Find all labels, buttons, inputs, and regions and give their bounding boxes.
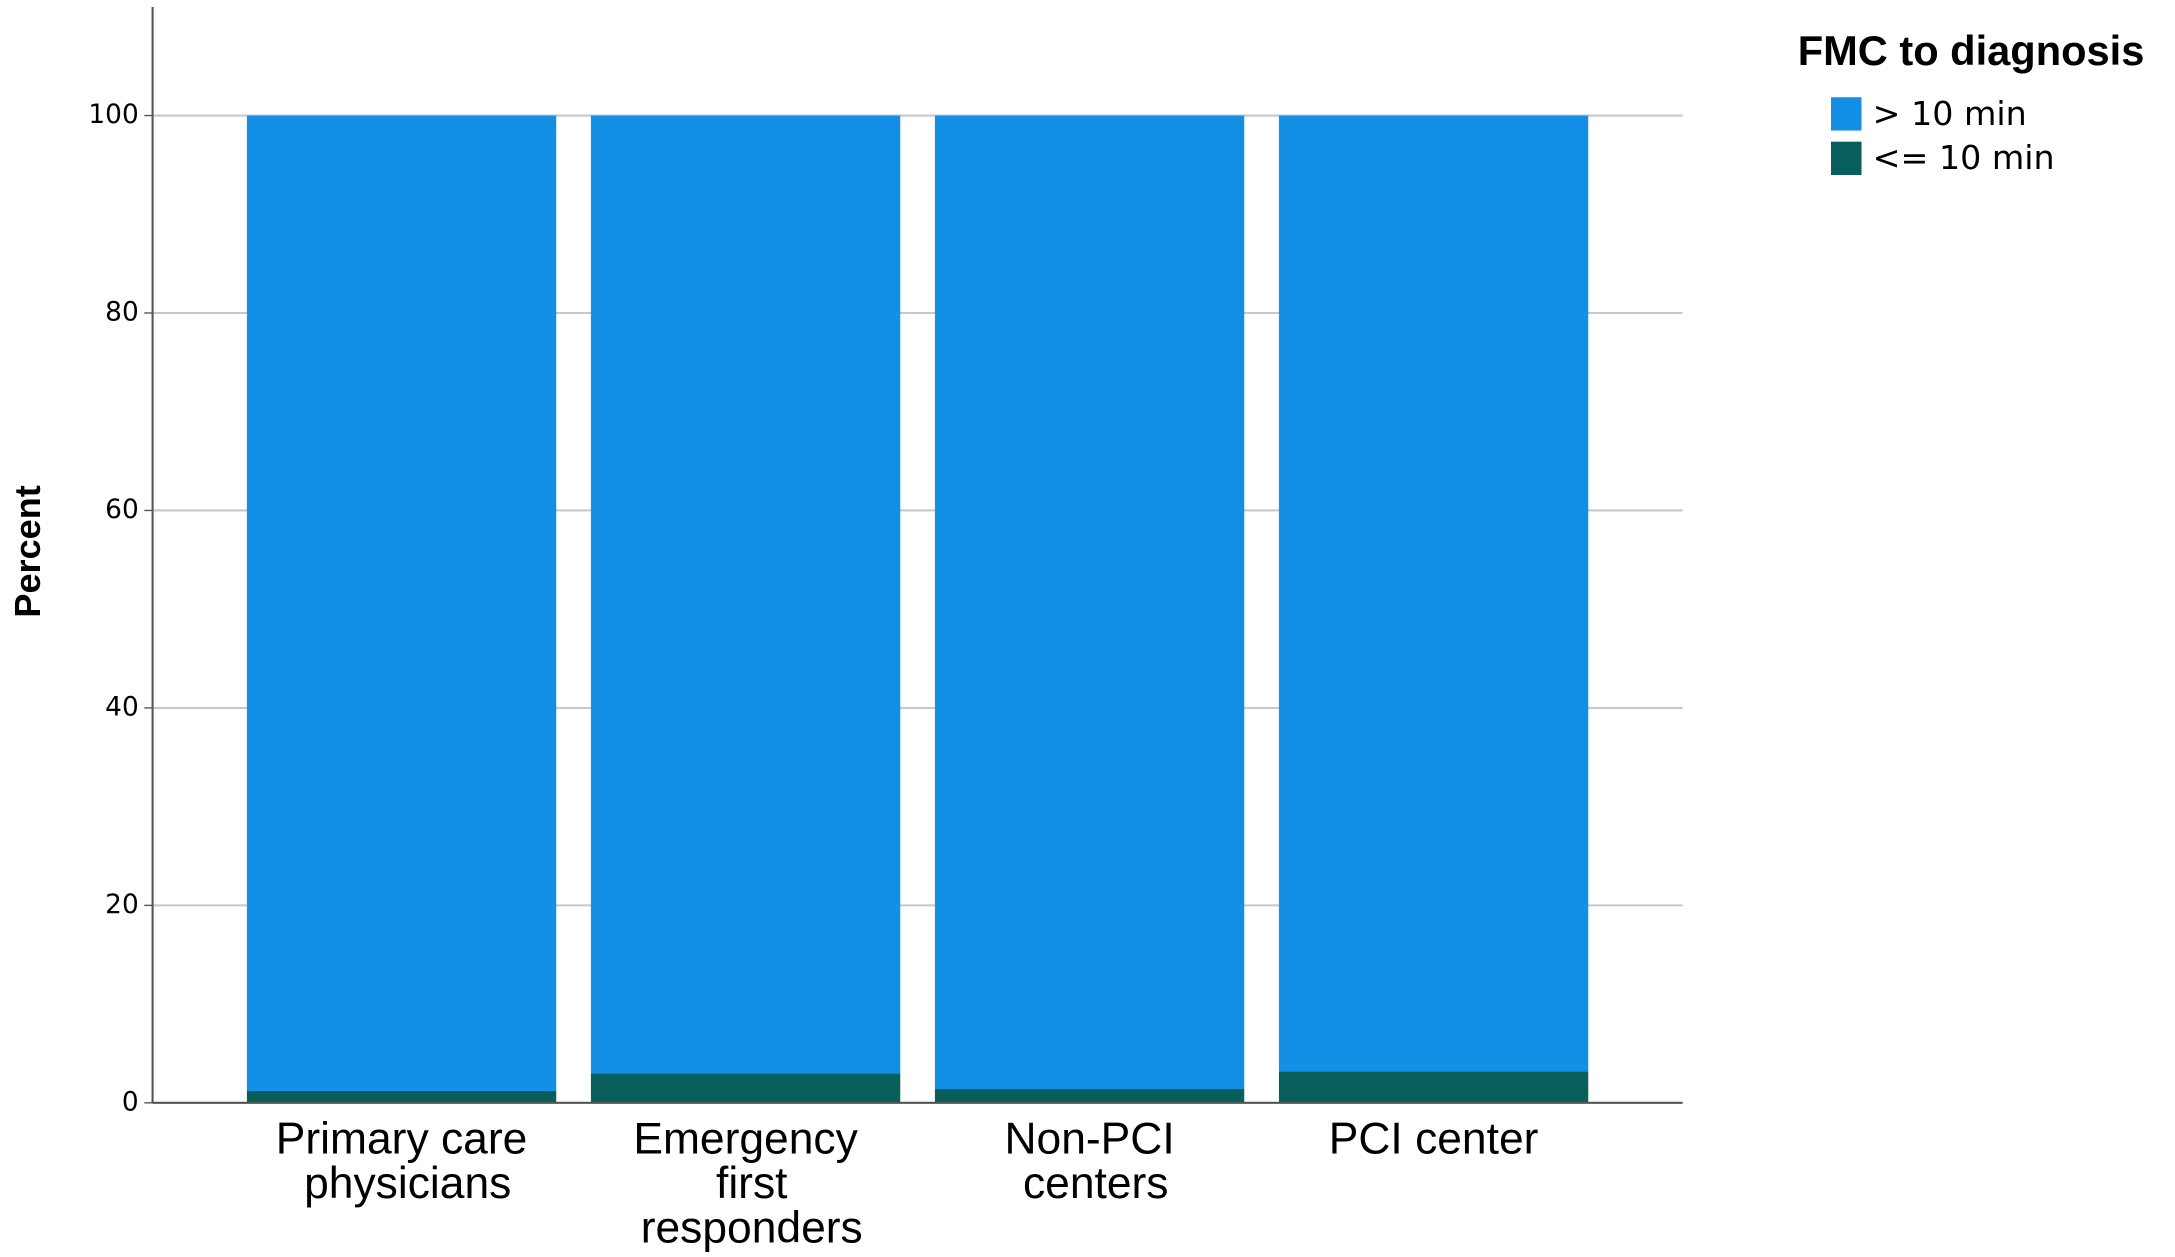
legend-label: > 10 min [1873,94,2027,133]
bar-segment [934,1089,1245,1103]
y-tick-label: 80 [105,297,139,327]
x-tick-label: Non-PCI centers [1004,1114,1174,1207]
bar-segment [246,115,557,1091]
legend-swatch [1830,141,1862,176]
legend-title: FMC to diagnosis [1798,27,2145,74]
x-tick-label: Primary care physicians [276,1114,528,1207]
y-tick-label: 60 [105,495,139,525]
x-tick-label: PCI center [1329,1114,1539,1163]
bar-segment [1278,1071,1589,1103]
legend-label: <= 10 min [1873,138,2055,177]
legend-swatch [1830,97,1862,131]
x-tick-label: Emergency first responders [628,1114,862,1252]
bar-segment [246,1090,557,1103]
bar-segment [934,115,1245,1090]
bar-segment [590,115,901,1074]
y-tick-label: 40 [105,692,139,722]
y-tick-label: 0 [122,1087,139,1117]
y-axis-label: Percent [7,485,48,617]
y-tick-label: 20 [105,890,139,920]
bar-segment [1278,115,1589,1072]
bar-segment [590,1073,901,1103]
y-tick-label: 100 [88,100,138,130]
